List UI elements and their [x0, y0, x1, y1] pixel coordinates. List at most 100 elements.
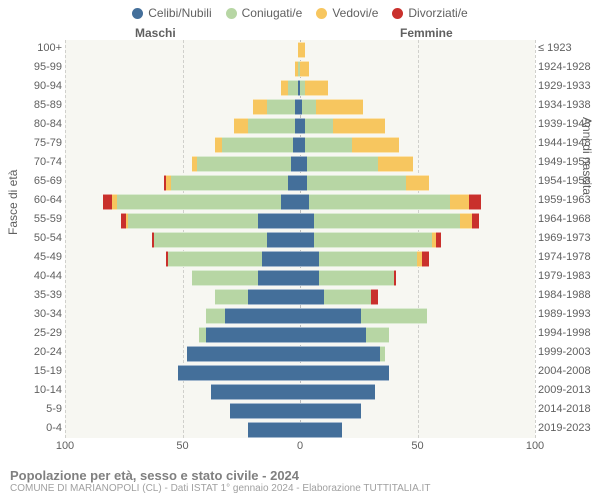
age-label: 15-19 — [0, 365, 62, 377]
segment-ved — [352, 137, 399, 153]
age-label: 50-54 — [0, 232, 62, 244]
segment-cel — [211, 384, 300, 400]
segment-cel — [178, 365, 300, 381]
segment-ved — [234, 118, 248, 134]
male-half — [187, 346, 300, 360]
footer-title: Popolazione per età, sesso e stato civil… — [10, 468, 590, 483]
age-label: 85-89 — [0, 99, 62, 111]
segment-cel — [291, 156, 300, 172]
legend-item-divorziati: Divorziati/e — [392, 6, 467, 20]
segment-ved — [333, 118, 385, 134]
legend-label-divorziati: Divorziati/e — [408, 6, 467, 20]
segment-con — [314, 232, 432, 248]
male-half — [192, 270, 300, 284]
segment-con — [168, 251, 262, 267]
legend-dot-vedovi — [316, 8, 327, 19]
birth-label: 2004-2008 — [538, 365, 600, 377]
male-half — [253, 99, 300, 113]
male-half — [192, 156, 300, 170]
pyramid-row — [65, 135, 535, 154]
pyramid-row — [65, 192, 535, 211]
segment-con — [154, 232, 267, 248]
segment-ved — [460, 213, 472, 229]
segment-cel — [230, 403, 301, 419]
birth-label: 1964-1968 — [538, 213, 600, 225]
pyramid-row — [65, 400, 535, 419]
legend-label-vedovi: Vedovi/e — [332, 6, 378, 20]
birth-label: 1959-1963 — [538, 194, 600, 206]
segment-div — [469, 194, 481, 210]
segment-cel — [293, 137, 300, 153]
female-half — [300, 99, 363, 113]
pyramid-row — [65, 173, 535, 192]
male-half — [206, 308, 300, 322]
pyramid-row — [65, 97, 535, 116]
segment-cel — [300, 289, 324, 305]
birth-label: 2009-2013 — [538, 384, 600, 396]
segment-cel — [258, 270, 300, 286]
segment-div — [472, 213, 479, 229]
birth-label: 1974-1978 — [538, 251, 600, 263]
segment-con — [128, 213, 257, 229]
female-half — [300, 346, 385, 360]
segment-cel — [300, 232, 314, 248]
male-half — [211, 384, 300, 398]
female-half — [300, 61, 309, 75]
segment-con — [222, 137, 293, 153]
segment-cel — [248, 422, 300, 438]
female-half — [300, 384, 375, 398]
age-label: 5-9 — [0, 403, 62, 415]
segment-ved — [406, 175, 430, 191]
pyramid-row — [65, 78, 535, 97]
female-half — [300, 156, 413, 170]
segment-cel — [300, 156, 307, 172]
birth-label: 1949-1953 — [538, 156, 600, 168]
male-half — [215, 289, 300, 303]
birth-label: 1979-1983 — [538, 270, 600, 282]
age-label: 35-39 — [0, 289, 62, 301]
pyramid-row — [65, 40, 535, 59]
segment-cel — [300, 403, 361, 419]
pyramid-row — [65, 230, 535, 249]
segment-con — [305, 118, 333, 134]
segment-ved — [378, 156, 413, 172]
age-label: 55-59 — [0, 213, 62, 225]
birth-label: 1994-1998 — [538, 327, 600, 339]
female-half — [300, 365, 389, 379]
x-tick: 0 — [297, 440, 303, 452]
segment-div — [394, 270, 396, 286]
segment-con — [199, 327, 206, 343]
header-female: Femmine — [400, 26, 453, 40]
segment-con — [197, 156, 291, 172]
segment-cel — [300, 194, 309, 210]
female-half — [300, 251, 429, 265]
segment-con — [309, 194, 450, 210]
birth-label: 1929-1933 — [538, 80, 600, 92]
male-half — [152, 232, 300, 246]
pyramid-row — [65, 286, 535, 305]
legend-item-coniugati: Coniugati/e — [226, 6, 303, 20]
segment-div — [103, 194, 112, 210]
pyramid-row — [65, 154, 535, 173]
plot-area — [65, 40, 535, 438]
segment-cel — [248, 289, 300, 305]
female-half — [300, 118, 385, 132]
age-label: 60-64 — [0, 194, 62, 206]
segment-con — [319, 251, 418, 267]
birth-label: ≤ 1923 — [538, 42, 600, 54]
segment-con — [361, 308, 427, 324]
segment-con — [206, 308, 225, 324]
segment-ved — [450, 194, 469, 210]
birth-label: 1939-1943 — [538, 118, 600, 130]
segment-cel — [300, 346, 380, 362]
segment-cel — [300, 384, 375, 400]
age-label: 80-84 — [0, 118, 62, 130]
segment-cel — [300, 365, 389, 381]
male-half — [121, 213, 300, 227]
segment-cel — [300, 308, 361, 324]
header-male: Maschi — [135, 26, 176, 40]
segment-con — [307, 175, 406, 191]
male-half — [103, 194, 300, 208]
legend-dot-celibi — [132, 8, 143, 19]
age-label: 100+ — [0, 42, 62, 54]
